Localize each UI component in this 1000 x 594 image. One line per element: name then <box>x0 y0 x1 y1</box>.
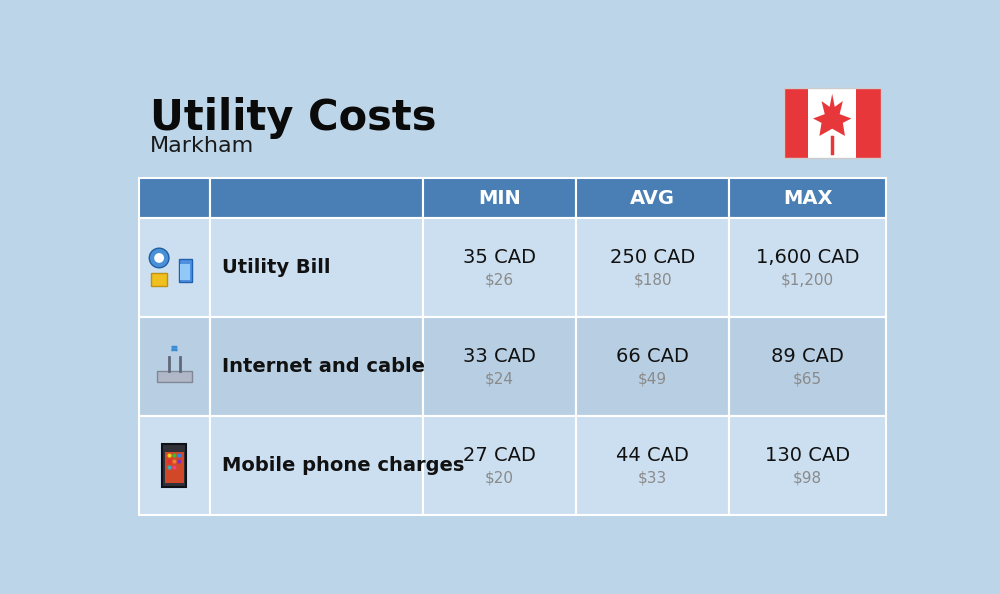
Bar <box>729 416 886 515</box>
Bar <box>210 317 423 416</box>
Text: $49: $49 <box>638 371 667 386</box>
Text: 35 CAD: 35 CAD <box>463 248 536 267</box>
Bar <box>729 219 886 317</box>
Text: $33: $33 <box>638 470 667 485</box>
Bar <box>210 416 423 515</box>
Text: 250 CAD: 250 CAD <box>610 248 695 267</box>
Bar <box>729 317 886 416</box>
Text: AVG: AVG <box>630 189 675 208</box>
Polygon shape <box>813 94 851 136</box>
Bar <box>576 178 729 219</box>
Bar <box>423 219 576 317</box>
Bar <box>165 452 184 484</box>
Circle shape <box>154 253 164 263</box>
Text: 66 CAD: 66 CAD <box>616 347 689 366</box>
Text: $180: $180 <box>633 273 672 287</box>
Bar <box>151 273 167 286</box>
Circle shape <box>177 460 181 464</box>
Bar <box>423 178 576 219</box>
Bar <box>729 178 886 219</box>
Bar <box>157 371 192 382</box>
Text: 89 CAD: 89 CAD <box>771 347 844 366</box>
Text: Internet and cable: Internet and cable <box>222 357 425 376</box>
Text: 44 CAD: 44 CAD <box>616 446 689 465</box>
Text: $65: $65 <box>793 371 822 386</box>
Text: Utility Costs: Utility Costs <box>150 97 436 140</box>
Bar <box>179 258 192 282</box>
Bar <box>180 264 190 280</box>
Text: MIN: MIN <box>478 189 521 208</box>
Text: $26: $26 <box>485 273 514 287</box>
Bar <box>423 317 576 416</box>
Circle shape <box>167 454 172 457</box>
Bar <box>576 416 729 515</box>
Circle shape <box>172 466 177 470</box>
Circle shape <box>177 454 181 457</box>
Text: Utility Bill: Utility Bill <box>222 258 330 277</box>
Bar <box>784 89 881 157</box>
Bar <box>856 89 881 157</box>
Bar <box>139 317 210 416</box>
Bar <box>210 178 423 219</box>
Circle shape <box>149 248 169 268</box>
Text: MAX: MAX <box>783 189 832 208</box>
Text: $24: $24 <box>485 371 514 386</box>
Text: 1,600 CAD: 1,600 CAD <box>756 248 859 267</box>
Bar <box>139 219 210 317</box>
Text: $20: $20 <box>485 470 514 485</box>
Text: 27 CAD: 27 CAD <box>463 446 536 465</box>
Bar <box>576 317 729 416</box>
Circle shape <box>172 454 177 457</box>
Bar <box>784 89 808 157</box>
Text: $98: $98 <box>793 470 822 485</box>
Text: Mobile phone charges: Mobile phone charges <box>222 456 464 475</box>
Text: 130 CAD: 130 CAD <box>765 446 850 465</box>
Bar <box>423 416 576 515</box>
Bar <box>210 219 423 317</box>
Circle shape <box>167 466 172 470</box>
Bar <box>576 219 729 317</box>
Circle shape <box>167 460 172 464</box>
Text: Markham: Markham <box>150 136 254 156</box>
Bar <box>139 178 210 219</box>
Text: 33 CAD: 33 CAD <box>463 347 536 366</box>
Bar <box>162 444 186 487</box>
Circle shape <box>172 460 177 464</box>
Bar <box>784 89 881 157</box>
Bar <box>139 416 210 515</box>
Text: $1,200: $1,200 <box>781 273 834 287</box>
